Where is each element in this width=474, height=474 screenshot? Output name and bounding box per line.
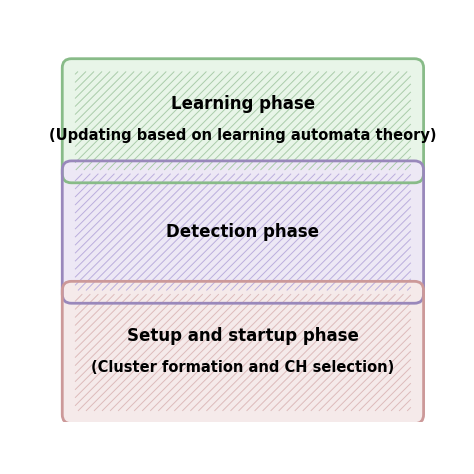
FancyBboxPatch shape xyxy=(62,59,424,183)
FancyBboxPatch shape xyxy=(62,161,424,303)
Text: (Cluster formation and CH selection): (Cluster formation and CH selection) xyxy=(91,360,394,374)
FancyBboxPatch shape xyxy=(62,282,424,424)
Text: Setup and startup phase: Setup and startup phase xyxy=(127,327,359,345)
Text: Learning phase: Learning phase xyxy=(171,95,315,113)
Text: (Updating based on learning automata theory): (Updating based on learning automata the… xyxy=(49,128,437,143)
Text: Detection phase: Detection phase xyxy=(166,223,319,241)
